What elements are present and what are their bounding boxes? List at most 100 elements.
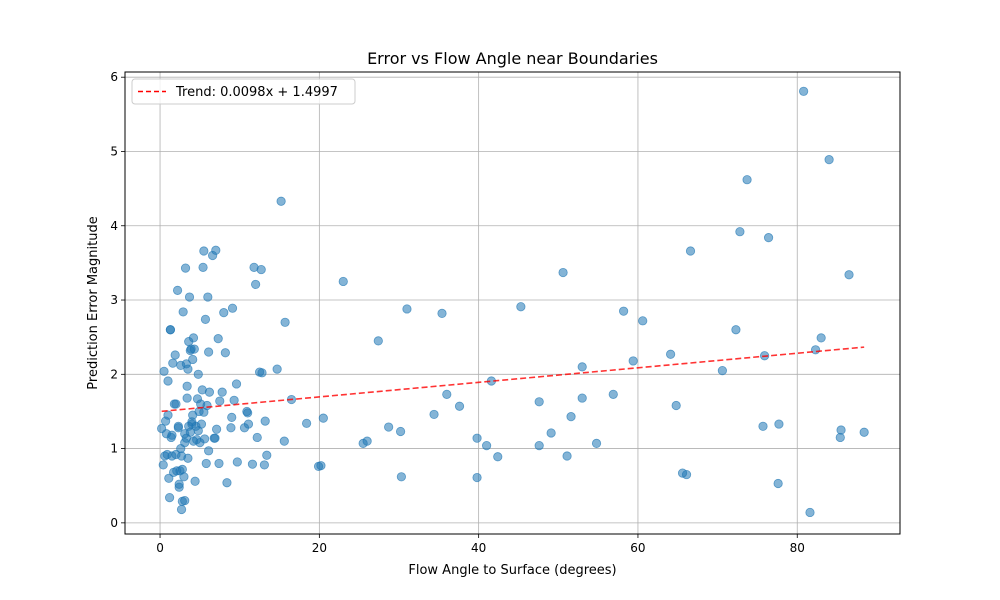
data-point [211, 424, 222, 434]
data-point [685, 246, 696, 256]
data-point [259, 460, 269, 470]
legend-box [131, 78, 356, 105]
trend-line-layer [161, 346, 865, 413]
data-point [215, 396, 225, 406]
data-point [226, 423, 236, 433]
data-point [190, 476, 200, 486]
data-point [198, 262, 208, 272]
data-point [534, 441, 544, 451]
data-point [189, 344, 199, 354]
x-tick-label: 60 [630, 541, 645, 555]
x-tick-label: 80 [790, 541, 805, 555]
data-point [183, 453, 193, 463]
data-point [717, 365, 727, 376]
data-point [204, 387, 215, 397]
data-point [251, 279, 261, 290]
data-point [493, 452, 503, 462]
data-point [193, 369, 203, 379]
data-point [558, 267, 568, 278]
data-point [256, 264, 266, 275]
data-point [182, 381, 192, 391]
data-point [638, 316, 648, 326]
data-points [157, 86, 869, 518]
legend: Trend: 0.0098x + 1.4997 [131, 78, 356, 105]
data-point [184, 292, 195, 302]
data-point [472, 433, 482, 443]
data-point [257, 368, 267, 378]
data-point [276, 196, 286, 206]
data-point [482, 441, 492, 451]
data-point [204, 347, 214, 357]
data-point [681, 469, 692, 480]
data-point [180, 495, 190, 506]
data-point [164, 473, 174, 483]
data-point [516, 302, 526, 312]
data-point [566, 412, 576, 422]
data-point [763, 233, 774, 243]
data-point [165, 325, 176, 335]
data-point [252, 432, 262, 443]
data-point [229, 395, 239, 405]
data-point [222, 478, 232, 488]
data-point [731, 325, 741, 335]
data-point [773, 478, 783, 489]
data-point [243, 408, 253, 418]
x-tick-label: 40 [471, 541, 486, 555]
y-tick-label: 6 [110, 70, 118, 84]
data-point [227, 412, 237, 422]
data-point [534, 397, 544, 407]
data-point [774, 419, 784, 429]
data-point [211, 245, 221, 255]
data-point [188, 354, 198, 365]
data-point [758, 421, 768, 431]
data-point [163, 410, 173, 420]
data-point [429, 409, 439, 420]
y-axis-label: Prediction Error Magnitude [86, 216, 101, 389]
y-tick-label: 2 [110, 367, 118, 381]
data-point [213, 334, 223, 344]
data-point [437, 308, 447, 318]
y-tick-label: 1 [110, 442, 118, 456]
data-point [859, 427, 869, 437]
data-point [204, 446, 214, 456]
data-point [735, 227, 745, 237]
data-point [163, 376, 173, 386]
data-point [159, 366, 169, 376]
data-point [472, 472, 482, 483]
data-point [200, 314, 211, 324]
trend-line [161, 346, 865, 413]
data-point [196, 419, 207, 429]
data-point [220, 348, 230, 358]
data-point [247, 459, 258, 469]
data-point [799, 86, 809, 96]
data-point [395, 426, 406, 437]
y-tick-label: 4 [110, 219, 118, 233]
data-point [591, 438, 602, 448]
data-point [373, 336, 383, 346]
data-point [158, 460, 168, 470]
x-tick-label: 0 [156, 541, 164, 555]
grid-lines [125, 72, 900, 534]
legend-trend-label: Trend: 0.0098x + 1.4997 [175, 85, 338, 100]
data-point [200, 434, 210, 444]
data-point [182, 393, 192, 403]
data-point [279, 436, 289, 446]
data-point [214, 458, 224, 469]
y-tick-label: 5 [110, 144, 118, 158]
data-point [176, 504, 187, 515]
data-point [396, 472, 406, 482]
data-point [318, 413, 328, 423]
data-point [227, 303, 238, 313]
data-point [165, 493, 175, 503]
data-point [805, 507, 815, 518]
data-point [608, 389, 618, 399]
data-point [203, 292, 213, 302]
data-point [202, 400, 212, 411]
data-point [179, 472, 189, 482]
data-point [217, 387, 227, 397]
data-point [173, 423, 183, 433]
data-point [836, 425, 846, 435]
data-point [666, 349, 676, 359]
data-point [177, 464, 187, 474]
